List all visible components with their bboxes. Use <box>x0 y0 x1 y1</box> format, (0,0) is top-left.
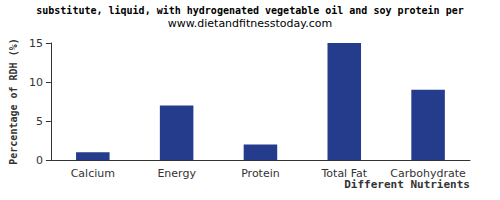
svg-text:Total Fat: Total Fat <box>320 167 367 180</box>
svg-text:5: 5 <box>36 115 43 128</box>
svg-text:Calcium: Calcium <box>71 167 115 180</box>
svg-text:Percentage of RDH (%): Percentage of RDH (%) <box>8 38 19 164</box>
svg-text:Energy: Energy <box>157 167 196 180</box>
svg-text:10: 10 <box>29 76 43 89</box>
svg-text:Different Nutrients: Different Nutrients <box>344 178 470 191</box>
svg-text:Carbohydrate: Carbohydrate <box>390 167 466 180</box>
svg-text:substitute, liquid, with hydro: substitute, liquid, with hydrogenated ve… <box>36 5 463 16</box>
svg-text:0: 0 <box>36 154 43 167</box>
svg-text:15: 15 <box>29 37 43 50</box>
svg-text:Protein: Protein <box>241 167 280 180</box>
svg-text:www.dietandfitnesstoday.com: www.dietandfitnesstoday.com <box>168 17 332 30</box>
